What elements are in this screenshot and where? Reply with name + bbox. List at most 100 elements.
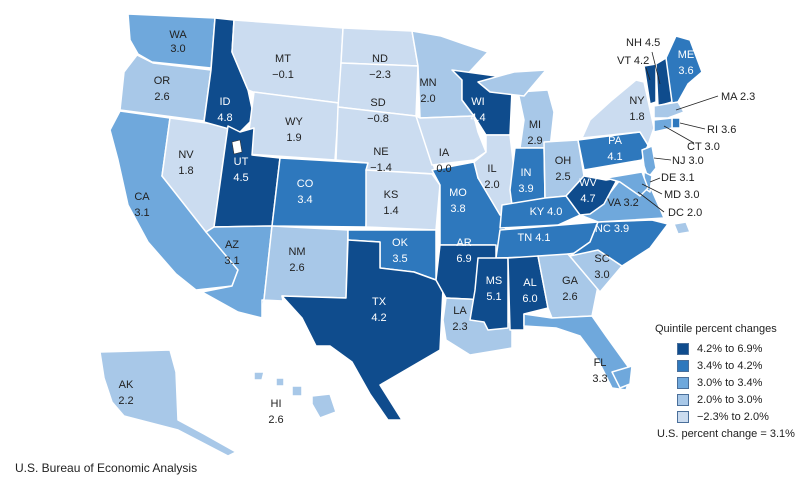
state-abbr-id: ID [220,96,231,108]
state-value-or: 2.6 [154,91,169,103]
state-abbr-al: AL [523,277,536,289]
state-abbr-ky: KY [530,206,548,218]
callout-label-nh: NH 4.5 [626,37,660,49]
state-value-ia: 0.0 [436,163,451,175]
state-hi-part-2 [291,385,303,397]
callout-line-ma [675,95,719,111]
callout-label-vt: VT 4.2 [617,55,649,67]
state-label-tn: TN 4.1 [517,232,550,244]
legend-swatch [677,376,689,389]
state-value-ct: 3.0 [705,141,720,153]
state-abbr-ok: OK [392,237,409,249]
state-md [605,171,649,197]
state-abbr-hi: HI [271,398,282,410]
legend-label: 3.0% to 3.4% [697,376,763,389]
state-abbr-nd: ND [372,53,388,65]
state-value-la: 2.3 [452,321,467,333]
callout-line-de [649,177,661,183]
state-abbr-ny: NY [629,95,645,107]
state-abbr-ms: MS [486,275,503,287]
state-fl [523,313,633,391]
state-hi-part-3 [311,393,337,419]
legend-title: Quintile percent changes [655,323,777,335]
legend-item: 2.0% to 3.0% [655,391,803,408]
callout-label-dc: DC 2.0 [668,207,702,219]
state-abbr-or: OR [154,75,171,87]
state-abbr-fl: FL [594,357,607,369]
callout-label-nj: NJ 3.0 [672,155,704,167]
state-wv [565,175,619,216]
state-hi [253,371,265,381]
state-abbr-in: IN [521,167,532,179]
us-percent-change: U.S. percent change = 3.1% [657,428,795,440]
state-abbr-tn: TN [517,232,535,244]
state-label-ky: KY 4.0 [530,206,563,218]
state-value-nh: 4.5 [645,37,660,49]
callout-label-md: MD 3.0 [664,189,699,201]
state-abbr-mn: MN [419,77,436,89]
state-value-az: 3.1 [224,255,239,267]
state-abbr-wa: WA [169,29,187,41]
state-value-tn: 4.1 [535,232,550,244]
state-fl-part-1 [611,365,633,389]
state-value-md: 3.0 [684,189,699,201]
state-value-wv: 4.7 [580,193,595,205]
callout-line-nj [653,157,672,161]
legend-label: 3.4% to 4.2% [697,359,763,372]
state-abbr-nm: NM [288,246,305,258]
state-value-tx: 4.2 [371,312,386,324]
state-ia [415,115,487,166]
state-il [473,134,516,219]
state-value-hi: 2.6 [268,414,283,426]
state-value-mt: −0.1 [272,69,294,81]
state-value-ne: −1.4 [370,162,392,174]
state-abbr-pa: PA [608,135,623,147]
state-abbr-nh: NH [626,37,645,49]
state-ak [99,349,237,457]
legend-label: 2.0% to 3.0% [697,393,763,406]
state-abbr-ca: CA [134,191,150,203]
state-abbr-ks: KS [384,189,399,201]
state-abbr-mo: MO [449,187,467,199]
state-value-ma: 2.3 [740,91,755,103]
state-abbr-ia: IA [439,147,450,159]
state-value-nj: 3.0 [689,155,704,167]
state-abbr-md: MD [664,189,684,201]
state-value-ok: 3.5 [392,253,407,265]
state-dc-part-1 [673,221,691,235]
state-ks [365,169,441,231]
state-ct [653,117,673,133]
state-ri [671,117,681,129]
state-abbr-nj: NJ [672,155,689,167]
state-abbr-mt: MT [275,53,291,65]
state-abbr-sc: SC [594,253,609,265]
state-value-ca: 3.1 [134,207,149,219]
state-value-vt: 4.2 [634,55,649,67]
lake-marker [231,139,243,155]
state-value-ga: 2.6 [562,291,577,303]
state-ma [653,101,685,119]
state-value-pa: 4.1 [607,151,622,163]
state-value-nv: 1.8 [178,165,193,177]
state-label-va: VA 3.2 [607,197,639,209]
state-value-ut: 4.5 [233,172,248,184]
state-abbr-la: LA [453,305,467,317]
state-abbr-wy: WY [285,116,303,128]
callout-line-vt [645,67,651,81]
state-abbr-sd: SD [370,97,385,109]
source-credit: U.S. Bureau of Economic Analysis [15,461,198,475]
state-abbr-co: CO [297,178,314,190]
state-value-mo: 3.8 [450,203,465,215]
state-hi-part-1 [275,377,285,387]
state-value-al: 6.0 [522,293,537,305]
state-mi-part-1 [477,69,547,97]
callout-line-ct [663,125,695,144]
state-value-co: 3.4 [297,194,312,206]
state-value-ar: 6.9 [456,253,471,265]
state-abbr-mi: MI [529,119,541,131]
state-abbr-dc: DC [668,207,687,219]
callout-label-ri: RI 3.6 [707,124,736,136]
callout-line-ri [679,122,706,130]
state-value-dc: 2.0 [687,207,702,219]
